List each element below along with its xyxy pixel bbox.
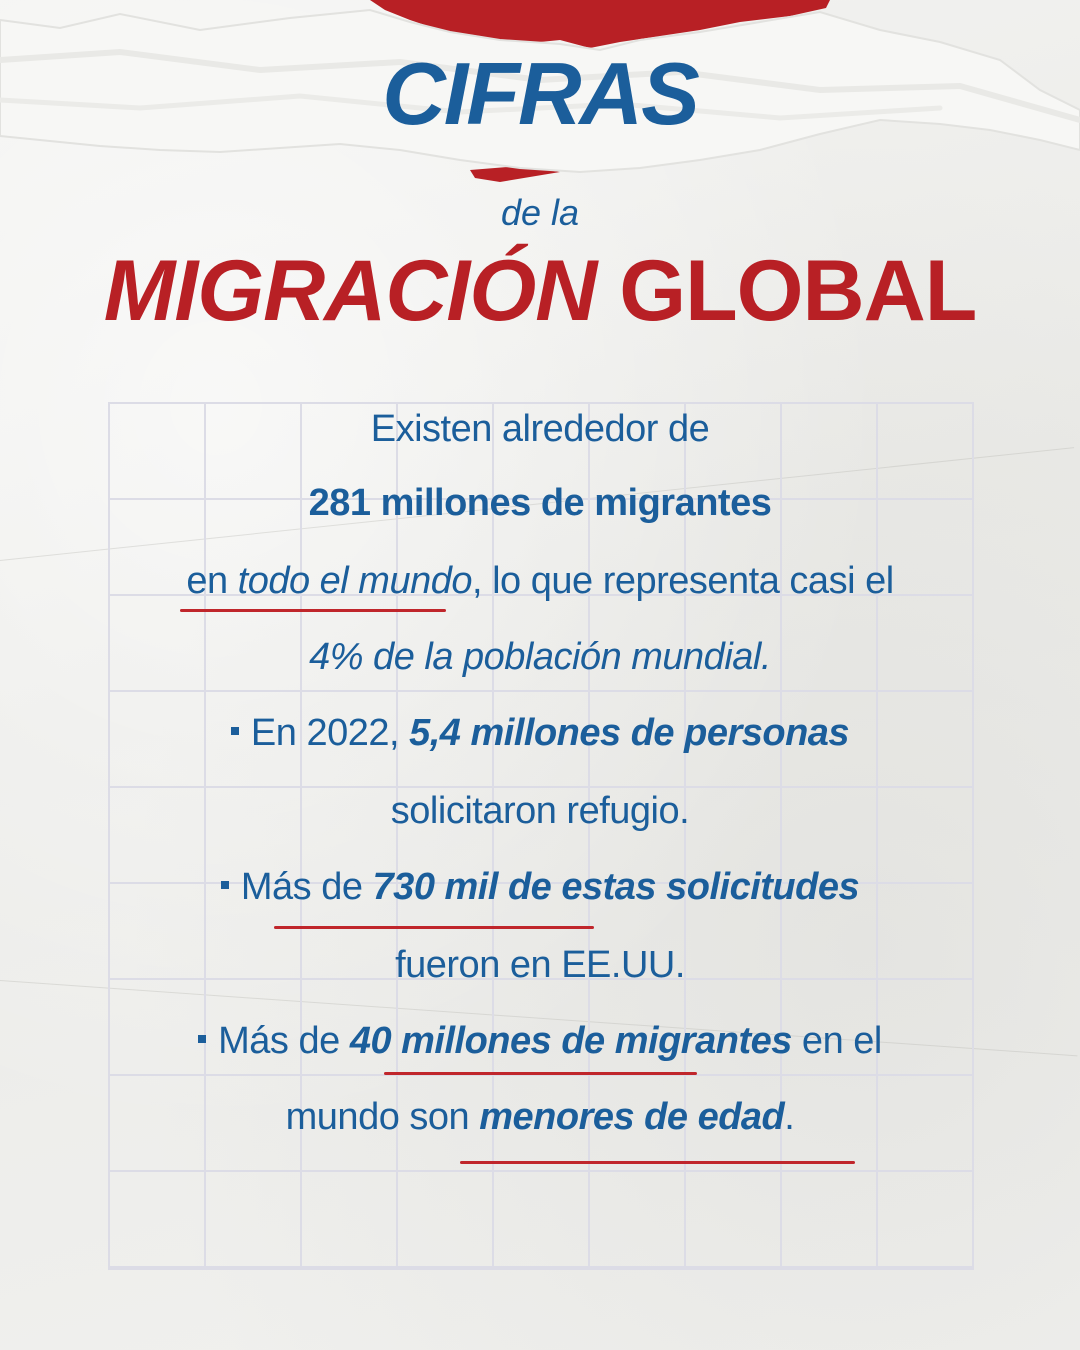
text-line-10-c: . [784,1096,795,1138]
bullet-square-icon [198,1034,207,1043]
text-line-6: solicitaron refugio. [390,790,690,832]
underline-todo-el-mundo [180,609,446,612]
bullet-square-icon [220,880,229,889]
text-line-3-c: , lo que representa casi el [472,560,894,602]
text-line-9-emphasis: 40 millones de migrantes [349,1020,793,1062]
text-line-3-emphasis: todo el mundo [237,560,473,602]
underline-40-millones [384,1072,697,1075]
title-global: GLOBAL [619,243,977,339]
title-migracion: MIGRACIÓN [103,243,598,339]
text-line-2: 281 millones de migrantes [308,482,772,524]
text-line-3-a: en [186,560,238,602]
text-line-7-a: Más de [240,866,373,908]
text-line-9-c: en el [791,1020,882,1062]
text-line-3: en todo el mundo, lo que representa casi… [100,560,980,603]
text-line-8: fueron en EE.UU. [395,944,685,986]
text-line-9-a: Más de [218,1020,350,1062]
title-migracion-global: MIGRACIÓN GLOBAL [0,248,1080,334]
text-line-7-emphasis: 730 mil de estas solicitudes [372,866,860,908]
underline-730-mil [274,926,594,929]
torn-paper-header [0,0,1080,182]
text-line-10-a: mundo son [285,1096,480,1138]
text-line-5-a: En 2022, [250,712,410,754]
text-line-7: Más de 730 mil de estas solicitudes [100,866,980,909]
text-line-1: Existen alrededor de [370,408,710,450]
bullet-square-icon [230,726,239,735]
text-line-10-emphasis: menores de edad [479,1096,785,1138]
underline-menores-de-edad [460,1161,855,1164]
title-de-la: de la [500,192,580,233]
text-line-4: 4% de la población mundial. [309,636,771,678]
text-line-5-emphasis: 5,4 millones de personas [409,712,850,754]
text-line-5: En 2022, 5,4 millones de personas [100,712,980,755]
title-cifras: CIFRAS [382,44,700,143]
text-line-10: mundo son menores de edad. [100,1096,980,1139]
text-line-9: Más de 40 millones de migrantes en el [100,1020,980,1063]
grid-paper-box [108,402,974,1270]
